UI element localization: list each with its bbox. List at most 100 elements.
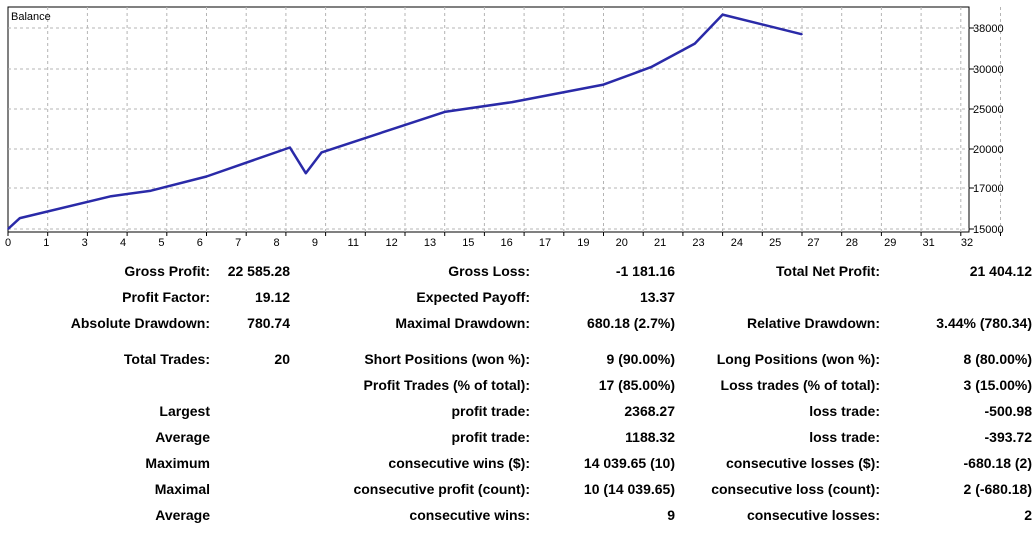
x-tick-label: 12 bbox=[385, 237, 397, 249]
x-tick-label: 20 bbox=[616, 237, 628, 249]
x-tick-label: 13 bbox=[424, 237, 436, 249]
stat-label bbox=[0, 372, 210, 398]
stat-label: consecutive wins: bbox=[409, 507, 530, 523]
stat-label: consecutive loss (count): bbox=[711, 481, 880, 497]
balance-data-point bbox=[721, 13, 724, 16]
stats-row: Maximum consecutive wins ($): 14 039.65 (1… bbox=[0, 450, 1032, 476]
stat-value: -680.18 (2) bbox=[963, 455, 1032, 471]
x-tick-label: 19 bbox=[577, 237, 589, 249]
x-tick-label: 5 bbox=[158, 237, 164, 249]
stat-label: loss trade: bbox=[809, 429, 880, 445]
x-tick-label: 6 bbox=[197, 237, 203, 249]
stat-value bbox=[210, 502, 290, 528]
x-tick-label: 28 bbox=[846, 237, 858, 249]
balance-chart: 0 1 3 4 5 6 7 8 9 11 12 13 15 16 17 19 20 21 23 24 25 27 28 29 3… bbox=[5, 6, 1004, 249]
stat-value: 3.44% (780.34) bbox=[936, 315, 1032, 331]
stat-label: Total Trades: bbox=[123, 351, 210, 367]
y-tick-label: 25000 bbox=[973, 104, 1004, 116]
x-tick-label: 1 bbox=[43, 237, 49, 249]
stat-value: 20 bbox=[274, 351, 290, 367]
stat-label bbox=[675, 284, 880, 310]
stat-value: 2368.27 bbox=[624, 403, 675, 419]
plot-area bbox=[7, 6, 970, 233]
stat-value: 2 bbox=[1024, 507, 1032, 523]
stat-label: Long Positions (won %): bbox=[716, 351, 880, 367]
x-tick-label: 29 bbox=[884, 237, 896, 249]
stat-label: Total Net Profit: bbox=[776, 263, 880, 279]
x-tick-label: 24 bbox=[731, 237, 743, 249]
stat-value: -1 181.16 bbox=[615, 263, 675, 279]
stat-value: 17 (85.00%) bbox=[598, 377, 675, 393]
x-tick-label: 23 bbox=[692, 237, 704, 249]
stat-label: consecutive profit (count): bbox=[353, 481, 530, 497]
balance-data-point bbox=[7, 228, 9, 230]
stat-label: Loss trades (% of total): bbox=[720, 377, 880, 393]
stat-value: 9 bbox=[667, 507, 675, 523]
balance-data-point bbox=[150, 189, 152, 192]
x-tick-label: 17 bbox=[539, 237, 551, 249]
stat-value: 14 039.65 (10) bbox=[583, 455, 675, 471]
stat-value bbox=[210, 450, 290, 476]
stat-label: Maximal Drawdown: bbox=[395, 315, 530, 331]
stat-label: Short Positions (won %): bbox=[364, 351, 530, 367]
stat-label: consecutive wins ($): bbox=[388, 455, 530, 471]
stats-row: Gross Profit: 22 585.28 Gross Loss: -1 181.… bbox=[0, 258, 1032, 284]
x-tick-label: 9 bbox=[312, 237, 318, 249]
stat-value: -500.98 bbox=[984, 403, 1032, 419]
stats-row: Largest profit trade: 2368.27 loss trade: -5… bbox=[0, 398, 1032, 424]
stat-value: 22 585.28 bbox=[227, 263, 290, 279]
stat-value: 21 404.12 bbox=[969, 263, 1032, 279]
stat-value: 10 (14 039.65) bbox=[583, 481, 675, 497]
stat-label: Absolute Drawdown: bbox=[70, 315, 210, 331]
stats-row: Profit Trades (% of total): 17 (85.00%) Lo… bbox=[0, 372, 1032, 398]
stats-row: Absolute Drawdown: 780.74 Maximal Drawdown… bbox=[0, 310, 1032, 336]
stat-label: Average bbox=[155, 507, 210, 523]
stats-row: Maximal consecutive profit (count): 10 (14… bbox=[0, 476, 1032, 502]
stat-value: 9 (90.00%) bbox=[606, 351, 675, 367]
stat-label: Relative Drawdown: bbox=[746, 315, 880, 331]
stat-value bbox=[210, 398, 290, 424]
x-tick-label: 11 bbox=[348, 237, 359, 249]
balance-data-point bbox=[110, 195, 113, 197]
x-tick-label: 25 bbox=[769, 237, 781, 249]
balance-data-point bbox=[650, 66, 652, 68]
y-tick-label: 15000 bbox=[973, 224, 1004, 236]
x-tick-label: 4 bbox=[120, 237, 126, 249]
stat-label: Profit Trades (% of total): bbox=[363, 377, 530, 393]
x-tick-label: 21 bbox=[654, 237, 666, 249]
chart-title: Balance bbox=[11, 11, 51, 23]
balance-data-point bbox=[289, 146, 291, 149]
stat-label: Gross Loss: bbox=[448, 263, 530, 279]
stat-value bbox=[210, 372, 290, 398]
x-tick-label: 0 bbox=[5, 237, 11, 249]
stats-row: Profit Factor: 19.12 Expected Payoff: 13.37 bbox=[0, 284, 1032, 310]
stat-value: 13.37 bbox=[639, 289, 675, 305]
x-tick-label: 15 bbox=[462, 237, 474, 249]
balance-data-point bbox=[443, 111, 446, 113]
stat-value: 680.18 (2.7%) bbox=[587, 315, 675, 331]
stats-row: Average consecutive wins: 9 consecutive los… bbox=[0, 502, 1032, 528]
stat-label: Average bbox=[155, 429, 210, 445]
stat-value bbox=[210, 424, 290, 450]
stat-label: consecutive losses: bbox=[746, 507, 880, 523]
x-tick-label: 27 bbox=[807, 237, 819, 249]
balance-data-point bbox=[602, 83, 605, 86]
stat-value: 1188.32 bbox=[625, 429, 675, 445]
stats-row: Total Trades: 20 Short Positions (won %): 9… bbox=[0, 346, 1032, 372]
balance-data-point bbox=[304, 172, 307, 175]
stats-row: Average profit trade: 1188.32 loss trade: -3… bbox=[0, 424, 1032, 450]
y-tick-label: 30000 bbox=[973, 64, 1004, 76]
stat-value bbox=[880, 284, 1032, 310]
stat-value bbox=[210, 476, 290, 502]
stat-label: Profit Factor: bbox=[122, 289, 210, 305]
stat-value: 3 (15.00%) bbox=[963, 377, 1032, 393]
x-tick-label: 31 bbox=[923, 237, 935, 249]
stat-label: Maximal bbox=[154, 481, 210, 497]
stat-label: Largest bbox=[159, 403, 210, 419]
y-tick-label: 17000 bbox=[973, 183, 1004, 195]
balance-data-point bbox=[19, 217, 21, 219]
stat-label: profit trade: bbox=[451, 403, 530, 419]
x-tick-label: 7 bbox=[235, 237, 241, 249]
balance-data-point bbox=[694, 42, 696, 45]
stat-value: 19.12 bbox=[254, 289, 290, 305]
